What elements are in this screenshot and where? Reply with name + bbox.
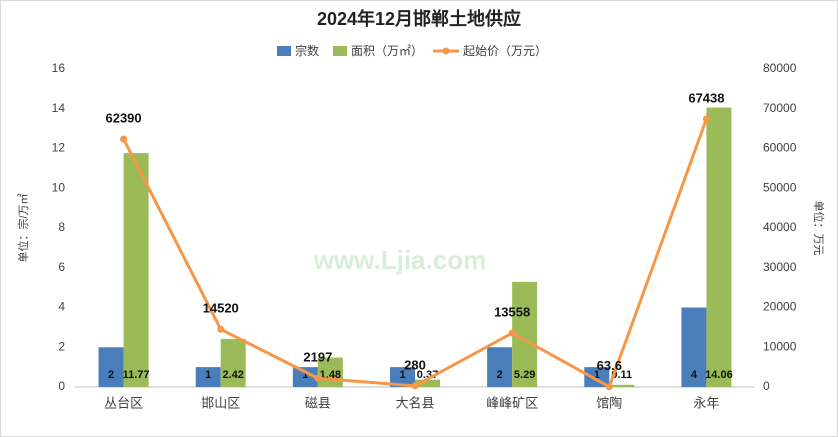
data-label: 1 <box>594 369 600 381</box>
y2-axis-label: 单位：万元 <box>812 201 826 256</box>
legend-swatch <box>277 46 291 56</box>
bar <box>706 107 732 388</box>
legend-label: 宗数 <box>295 43 319 58</box>
y2-tick-label: 20000 <box>763 300 797 314</box>
y-tick-label: 6 <box>58 260 65 274</box>
x-tick-label: 大名县 <box>395 395 434 410</box>
bar <box>195 367 221 387</box>
y2-tick-label: 10000 <box>763 339 797 353</box>
watermark: www.Ljia.com <box>313 245 486 275</box>
data-label: 5.29 <box>514 369 535 381</box>
data-label: 1 <box>302 369 308 381</box>
data-label: 14.06 <box>705 369 733 381</box>
bar <box>609 384 635 387</box>
line-point <box>605 383 613 391</box>
data-label: 2 <box>497 369 503 381</box>
line-point <box>411 382 419 390</box>
data-label: 1 <box>205 369 211 381</box>
x-tick-label: 永年 <box>693 395 719 410</box>
bar <box>390 367 415 387</box>
x-tick-label: 邯山区 <box>201 395 240 410</box>
line-point <box>702 115 710 123</box>
data-label: 11.77 <box>123 369 150 381</box>
data-label: 67438 <box>688 90 724 105</box>
chart-title: 2024年12月邯郸土地供应 <box>317 8 521 29</box>
x-tick-label: 磁县 <box>305 395 331 410</box>
legend-label: 起始价（万元） <box>463 44 547 58</box>
line-point <box>508 329 516 337</box>
bar <box>123 153 149 387</box>
y2-tick-label: 70000 <box>763 101 797 115</box>
bar <box>415 379 440 387</box>
data-label: 1 <box>399 369 405 381</box>
y-tick-label: 0 <box>58 379 65 393</box>
y-tick-label: 8 <box>58 220 65 234</box>
y2-tick-label: 80000 <box>763 61 797 75</box>
data-label: 280 <box>404 357 426 372</box>
data-label: 0.11 <box>611 369 632 381</box>
data-label: 0.37 <box>417 369 438 381</box>
y2-tick-label: 0 <box>763 379 770 393</box>
y2-tick-label: 50000 <box>763 180 797 194</box>
bar <box>681 307 707 387</box>
line-point <box>314 374 322 382</box>
data-label: 2197 <box>303 350 332 365</box>
legend-swatch <box>333 46 348 56</box>
bar <box>487 347 513 387</box>
bar <box>98 347 124 387</box>
x-tick-label: 丛台区 <box>104 395 143 410</box>
legend-label: 面积（万㎡） <box>351 44 423 58</box>
x-tick-label: 馆陶 <box>596 395 622 410</box>
y-tick-label: 12 <box>52 141 66 155</box>
data-label: 4 <box>691 369 698 381</box>
data-label: 13558 <box>494 305 530 320</box>
y-tick-label: 2 <box>58 339 65 353</box>
x-tick-label: 峰峰矿区 <box>486 395 538 410</box>
y2-tick-label: 40000 <box>763 220 797 234</box>
data-label: 2.42 <box>223 369 244 381</box>
y-tick-label: 14 <box>52 101 66 115</box>
data-label: 2 <box>108 369 114 381</box>
data-label: 14520 <box>203 301 239 316</box>
bar <box>292 367 318 387</box>
line-point <box>120 135 128 143</box>
y-tick-label: 16 <box>52 61 66 75</box>
y-tick-label: 4 <box>58 300 65 314</box>
y2-tick-label: 60000 <box>763 141 797 155</box>
y-tick-label: 10 <box>52 180 66 194</box>
bar <box>317 357 343 387</box>
data-label: 63.6 <box>597 358 622 373</box>
bar <box>220 338 246 387</box>
data-label: 62390 <box>105 110 141 125</box>
y-axis-label: 单位：宗/万㎡ <box>16 193 30 262</box>
y2-tick-label: 30000 <box>763 260 797 274</box>
line-point <box>217 325 225 333</box>
legend-swatch <box>442 47 450 55</box>
